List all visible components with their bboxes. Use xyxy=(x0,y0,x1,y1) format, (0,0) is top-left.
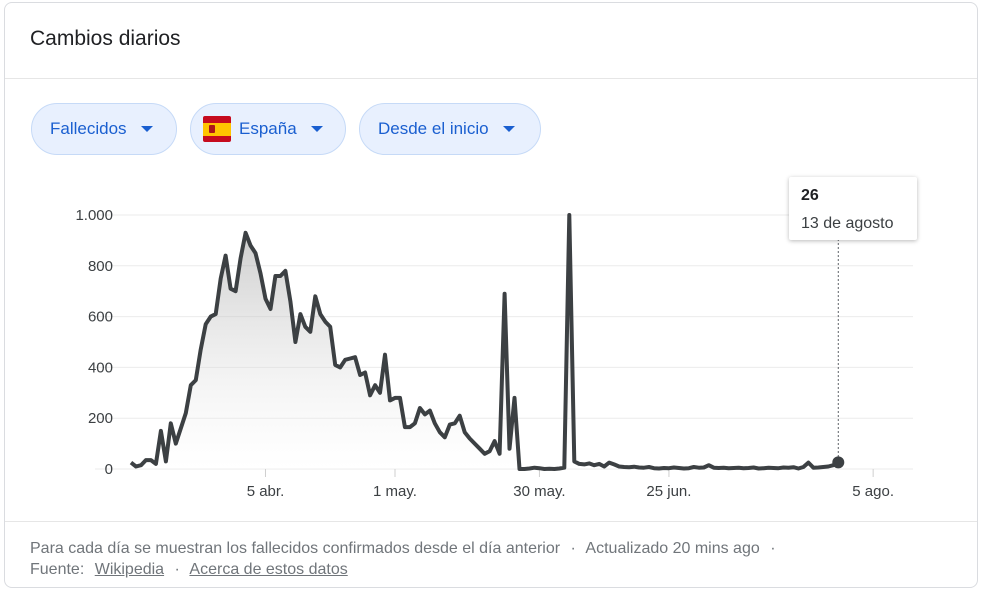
footer-updated: Actualizado 20 mins ago xyxy=(585,540,759,557)
y-tick-label: 0 xyxy=(105,461,113,478)
metric-dropdown[interactable]: Fallecidos xyxy=(31,103,177,155)
country-dropdown[interactable]: España xyxy=(190,103,346,155)
header-divider xyxy=(5,78,977,79)
country-dropdown-label: España xyxy=(239,119,297,139)
date-range-dropdown-label: Desde el inicio xyxy=(378,119,489,139)
y-tick-label: 400 xyxy=(88,359,113,376)
chart-footer: Para cada día se muestran los fallecidos… xyxy=(30,538,782,580)
x-tick-label: 5 abr. xyxy=(247,483,285,500)
chevron-down-icon xyxy=(141,126,153,132)
area-fill xyxy=(131,215,838,469)
date-range-dropdown[interactable]: Desde el inicio xyxy=(359,103,541,155)
chart-tooltip: 26 13 de agosto xyxy=(789,177,917,240)
y-tick-label: 200 xyxy=(88,410,113,427)
about-data-link[interactable]: Acerca de estos datos xyxy=(189,561,347,578)
chevron-down-icon xyxy=(503,126,515,132)
footer-description: Para cada día se muestran los fallecidos… xyxy=(30,540,560,557)
hover-point[interactable] xyxy=(832,456,844,468)
tooltip-value: 26 xyxy=(801,187,819,205)
chevron-down-icon xyxy=(311,126,323,132)
spain-flag-icon xyxy=(203,116,231,142)
wikipedia-link[interactable]: Wikipedia xyxy=(95,561,164,578)
y-tick-label: 600 xyxy=(88,309,113,326)
y-tick-label: 800 xyxy=(88,258,113,275)
y-tick-label: 1.000 xyxy=(75,207,113,224)
footer-divider xyxy=(5,521,977,522)
x-tick-label: 1 may. xyxy=(373,483,417,500)
metric-dropdown-label: Fallecidos xyxy=(50,119,127,139)
x-tick-label: 25 jun. xyxy=(646,483,691,500)
x-tick-label: 30 may. xyxy=(513,483,565,500)
daily-changes-card: Cambios diarios Fallecidos España Desde … xyxy=(4,2,978,588)
x-tick-label: 5 ago. xyxy=(852,483,894,500)
card-title: Cambios diarios xyxy=(30,27,181,51)
footer-source-label: Fuente: xyxy=(30,561,84,578)
tooltip-date: 13 de agosto xyxy=(801,215,894,233)
